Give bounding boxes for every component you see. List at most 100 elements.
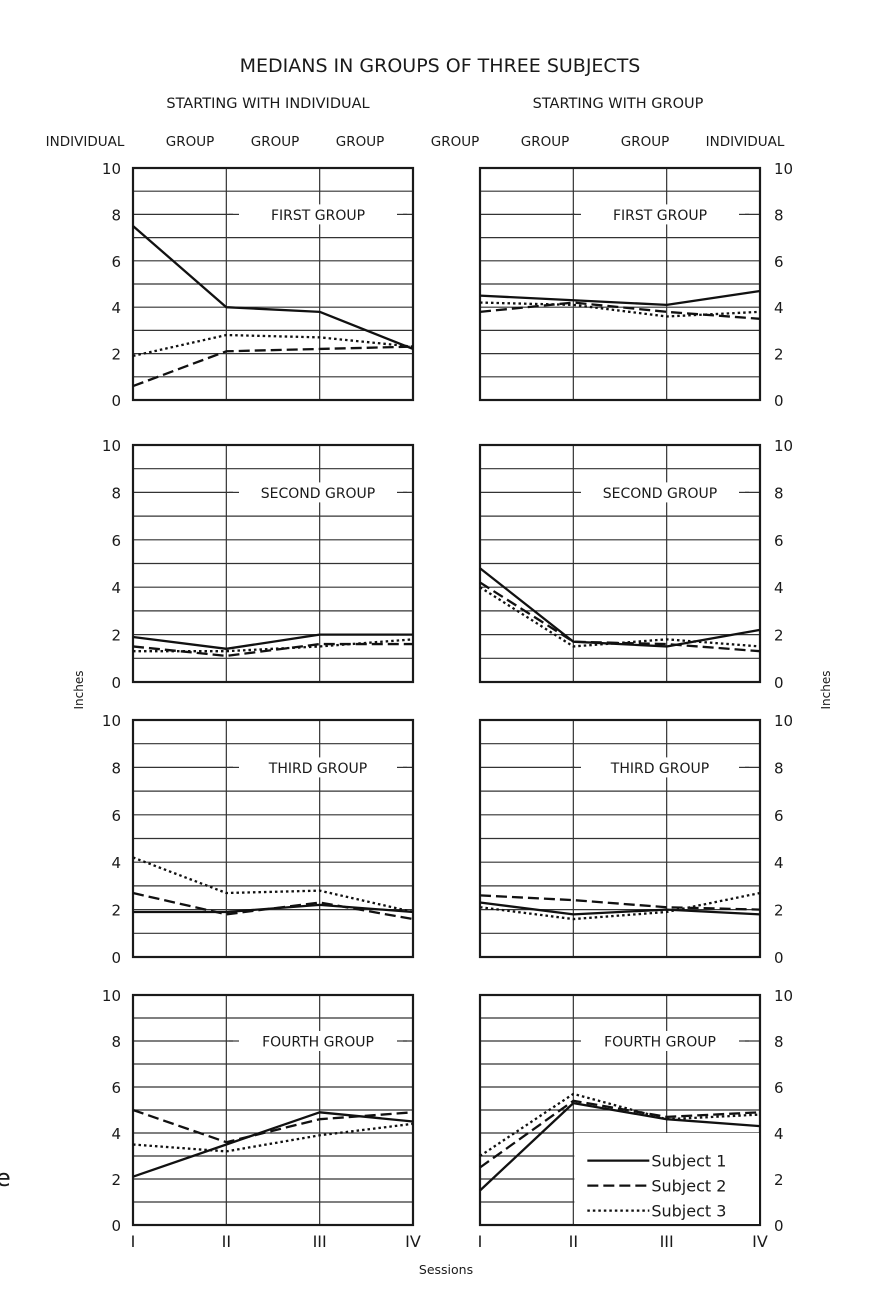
panel-label: SECOND GROUP: [603, 486, 718, 502]
panel-label-background: [233, 1031, 403, 1051]
y-tick-label: 0: [111, 674, 121, 692]
column-header-right: STARTING WITH GROUP: [533, 96, 704, 112]
condition-label-left-4: GROUP: [336, 134, 385, 150]
chart-title: MEDIANS IN GROUPS OF THREE SUBJECTS: [240, 55, 641, 77]
series-line-subject-3: [132, 856, 414, 914]
x-tick-label: IV: [752, 1232, 768, 1251]
panel-label-background: [575, 204, 745, 225]
series-line-subject-3: [132, 333, 414, 358]
y-tick-label: 10: [102, 437, 121, 455]
panel-8: 0 2 4 6 8 10 FOURTH GROUP Subject 1 Subject 2 Sub…: [478, 987, 793, 1251]
panel-label-background: [233, 757, 403, 778]
series-line-subject-2: [479, 301, 761, 320]
y-tick-label: 6: [111, 807, 121, 825]
y-tick-label: 6: [774, 1079, 784, 1097]
y-tick-label: 0: [111, 1217, 121, 1235]
series-line-subject-2: [479, 894, 761, 911]
panel-label: THIRD GROUP: [268, 761, 367, 777]
y-tick-label: 8: [774, 206, 784, 224]
panel-label: FOURTH GROUP: [604, 1035, 716, 1051]
legend-label: Subject 3: [651, 1202, 726, 1221]
panel-4: 0 2 4 6 8 10 SECOND GROUP: [478, 437, 793, 692]
series-line-subject-2: [479, 1099, 761, 1169]
panel-3: 0 2 4 6 8 10 SECOND GROUP: [102, 437, 415, 692]
y-tick-label: 2: [111, 346, 121, 364]
x-tick-label: III: [660, 1232, 674, 1251]
condition-label-right-1: GROUP: [431, 134, 480, 150]
y-tick-label: 4: [774, 299, 784, 317]
y-tick-label: 0: [111, 392, 121, 410]
panel-label-background: [233, 482, 403, 503]
series-line-subject-1: [479, 567, 761, 648]
panel-label-background: [575, 482, 745, 503]
y-tick-label: 8: [111, 206, 121, 224]
y-tick-label: 6: [111, 253, 121, 271]
x-tick-label: IV: [405, 1232, 421, 1251]
edge-text-fragment: e: [0, 1164, 11, 1192]
y-tick-label: 6: [111, 1079, 121, 1097]
condition-label-left-1: INDIVIDUAL: [46, 134, 125, 150]
series-line-subject-2: [132, 642, 413, 658]
condition-label-right-3: GROUP: [621, 134, 670, 150]
y-tick-label: 6: [111, 532, 121, 550]
panel-label: FIRST GROUP: [271, 208, 365, 224]
panel-label: SECOND GROUP: [261, 486, 376, 502]
series-line-subject-3: [479, 301, 761, 318]
x-tick-label: III: [313, 1232, 327, 1251]
legend-label: Subject 1: [651, 1152, 726, 1171]
panel-label: THIRD GROUP: [610, 761, 709, 777]
panel-2: 0 2 4 6 8 10 FIRST GROUP: [478, 160, 793, 410]
y-axis-label-right: Inches: [819, 671, 833, 710]
y-tick-label: 10: [774, 437, 793, 455]
y-tick-label: 2: [111, 627, 121, 645]
y-tick-label: 2: [111, 1171, 121, 1189]
series-line-subject-2: [479, 581, 761, 653]
y-tick-label: 6: [774, 532, 784, 550]
y-tick-label: 0: [111, 949, 121, 967]
y-tick-label: 0: [774, 949, 784, 967]
legend-label: Subject 2: [651, 1177, 726, 1196]
y-tick-label: 4: [774, 579, 784, 597]
panel-label: FOURTH GROUP: [262, 1035, 374, 1051]
panel-5: 0 2 4 6 8 10 THIRD GROUP: [102, 712, 415, 967]
y-tick-label: 10: [102, 712, 121, 730]
series-line-subject-1: [479, 1101, 761, 1192]
y-tick-label: 10: [102, 987, 121, 1005]
x-tick-label: II: [222, 1232, 231, 1251]
panel-frame: [131, 718, 415, 959]
series-line-subject-2: [132, 891, 414, 921]
y-tick-label: 10: [774, 160, 793, 178]
y-tick-label: 8: [774, 1033, 784, 1051]
condition-label-right-4: INDIVIDUAL: [706, 134, 785, 150]
series-line-subject-1: [132, 225, 414, 351]
y-tick-label: 4: [111, 579, 121, 597]
series-line-subject-1: [133, 903, 414, 914]
y-tick-label: 0: [774, 674, 784, 692]
series-line-subject-3: [479, 1092, 761, 1157]
y-tick-label: 10: [102, 160, 121, 178]
panel-frame: [478, 993, 762, 1227]
series-line-subject-2: [132, 345, 414, 388]
y-tick-label: 6: [774, 253, 784, 271]
y-tick-label: 8: [111, 1033, 121, 1051]
y-tick-label: 10: [774, 712, 793, 730]
panel-frame: [478, 166, 762, 402]
series-line-subject-2: [132, 1108, 414, 1144]
series-line-subject-3: [479, 586, 761, 648]
panel-label: FIRST GROUP: [613, 208, 707, 224]
panel-label-background: [233, 204, 403, 225]
y-tick-label: 0: [774, 392, 784, 410]
panel-label-background: [575, 1031, 745, 1051]
y-tick-label: 2: [774, 1171, 784, 1189]
y-tick-label: 2: [774, 346, 784, 364]
series-line-subject-1: [132, 1111, 414, 1178]
series-line-subject-1: [132, 633, 413, 650]
y-tick-label: 8: [774, 759, 784, 777]
y-tick-label: 4: [774, 1125, 784, 1143]
y-tick-label: 4: [111, 1125, 121, 1143]
y-tick-label: 2: [774, 902, 784, 920]
x-axis-label: Sessions: [419, 1262, 473, 1277]
column-header-left: STARTING WITH INDIVIDUAL: [166, 96, 369, 112]
